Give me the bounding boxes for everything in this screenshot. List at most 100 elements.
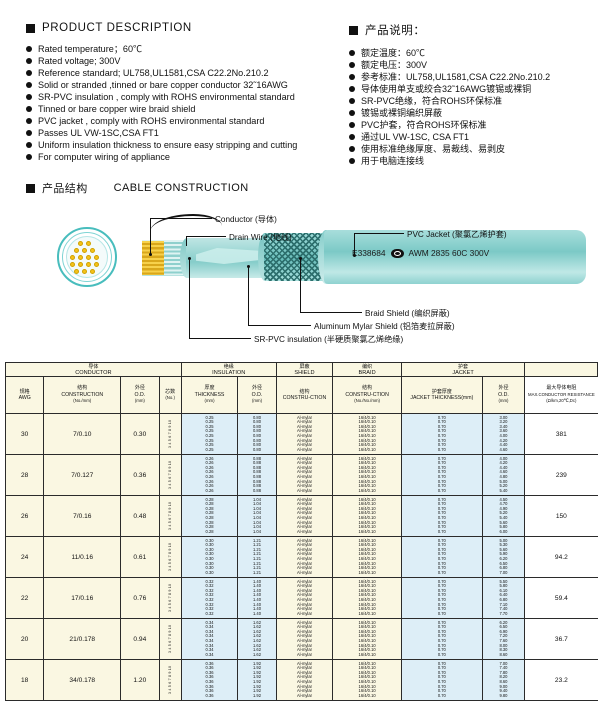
description-english-list: Rated temperature；60℃ Rated voltage; 300…	[26, 43, 346, 163]
cell-conductor-construction: 17/0.16	[43, 577, 122, 619]
list-item-text: 参考标准：UL758,UL1581,CSA C22.2No.210.2	[361, 72, 551, 83]
list-item-text: 通过UL VW-1SC, CSA FT1	[361, 132, 470, 143]
cell-jacket-thickness: 0.70 0.70 0.70 0.70 0.70 0.70 0.70 0.70	[400, 577, 483, 619]
list-item-text: Passes UL VW-1SC,CSA FT1	[38, 128, 159, 139]
group-header-spacer	[524, 362, 598, 377]
bullet-dot-icon	[26, 58, 32, 65]
group-header-shield: 屏蔽 SHIELD	[275, 362, 334, 377]
leader-line-jacket-horizontal	[354, 233, 404, 234]
column-header-max-resistance: 最大导体电阻 MAX.CONDUCTOR RESISTANCE (Ω/km,20…	[524, 376, 598, 414]
label-sr-pvc-insulation: SR-PVC insulation (半硬质聚氯乙烯绝缘)	[254, 335, 404, 344]
cell-awg: 30	[4, 413, 45, 455]
label-braid-shield: Braid Shield (编织屏蔽)	[365, 309, 450, 318]
table-row: 26 7/0.16 0.48 3 4 5 6 7 8 9 10 0.28 0.28 0.28…	[4, 495, 598, 537]
cable-cross-section-mid-ring	[62, 232, 112, 282]
construction-title-chinese: 产品结构	[42, 183, 88, 195]
bullet-dot-icon	[26, 82, 32, 89]
cell-core-count: 3 4 5 6 7 8 9 10	[158, 659, 182, 701]
conductor-core-dot	[70, 262, 75, 267]
list-item-text: Reference standard; UL758,UL1581,CSA C22…	[38, 68, 269, 79]
list-item: Rated voltage; 300V	[26, 55, 346, 67]
group-label-cn: 绝缘	[223, 364, 234, 370]
leader-point-conductor	[149, 253, 152, 256]
bullet-dot-icon	[349, 50, 355, 56]
bullet-dot-icon	[26, 94, 32, 101]
list-item-text: SR-PVC绝缘，符合ROHS环保标准	[361, 96, 503, 107]
cell-conductor-od: 0.36	[120, 454, 160, 496]
table-row: 28 7/0.127 0.36 3 4 5 6 7 8 9 10 0.26 0.26 0.2…	[4, 454, 598, 496]
cell-conductor-construction: 7/0.10	[43, 413, 122, 455]
cell-shield-construction: Al-mylar Al-mylar Al-mylar Al-mylar Al-mylar…	[275, 659, 334, 701]
column-header-jacket-thickness: 护套厚度 JACKET THICKNESS(mm)	[400, 376, 483, 414]
leader-line-mylar-vertical	[248, 266, 249, 325]
conductor-core-dot	[78, 262, 83, 267]
square-bullet-icon	[26, 183, 35, 193]
list-item: 通过UL VW-1SC, CSA FT1	[349, 131, 599, 143]
conductor-core-dot	[82, 248, 87, 253]
bullet-dot-icon	[349, 110, 355, 117]
list-item: SR-PVC绝缘，符合ROHS环保标准	[349, 95, 599, 107]
cell-core-count: 3 4 5 6 7 8 9 10	[158, 577, 182, 619]
construction-heading: 产品结构 CABLE CONSTRUCTION	[26, 180, 249, 196]
column-header-braid-construction: 结构 CONSTRU-CTION (No./No./mm)	[332, 376, 402, 414]
group-label-en: INSULATION	[212, 370, 246, 376]
list-item-text: 用于电脑连接线	[361, 156, 425, 167]
cell-braid-construction: 16/4/0.10 16/4/0.10 16/4/0.10 16/4/0.10 16/4…	[332, 618, 402, 660]
cell-conductor-construction: 21/0.178	[43, 618, 122, 660]
bullet-dot-icon	[349, 122, 355, 129]
column-header-insulation-od: 外径 O.D. (mm)	[237, 376, 277, 414]
cell-shield-construction: Al-mylar Al-mylar Al-mylar Al-mylar Al-mylar…	[275, 577, 334, 619]
cell-shield-construction: Al-mylar Al-mylar Al-mylar Al-mylar Al-mylar…	[275, 618, 334, 660]
conductor-core-dot	[78, 241, 83, 246]
cell-braid-construction: 16/4/0.10 16/4/0.10 16/4/0.10 16/4/0.10 16/4…	[332, 659, 402, 701]
group-label-cn: 导体	[88, 364, 99, 370]
table-row: 24 11/0.16 0.61 3 4 5 6 7 8 9 10 0.30 0.30 0.3…	[4, 536, 598, 578]
cell-conductor-construction: 7/0.16	[43, 495, 122, 537]
cell-conductor-od: 0.48	[120, 495, 160, 537]
exposed-conductor-tips	[142, 241, 164, 275]
description-chinese-heading: 产品说明：	[349, 22, 599, 38]
table-row: 30 7/0.10 0.30 3 4 5 6 7 8 9 10 0.25 0.25 0.25…	[4, 413, 598, 455]
list-item: PVC jacket , comply with ROHS environmen…	[26, 115, 346, 127]
list-item-text: For computer wiring of appliance	[38, 152, 170, 163]
cell-jacket-thickness: 0.70 0.70 0.70 0.70 0.70 0.70 0.70 0.70	[400, 659, 483, 701]
cell-jacket-thickness: 0.70 0.70 0.70 0.70 0.70 0.70 0.70 0.70	[400, 536, 483, 578]
bullet-dot-icon	[349, 158, 355, 165]
group-label-en: BRAID	[358, 370, 376, 376]
cell-conductor-od: 0.30	[120, 413, 160, 455]
cell-jacket-od: 7.00 7.40 7.80 8.20 8.60 9.00 9.40 9.80	[481, 659, 526, 701]
cell-conductor-od: 0.94	[120, 618, 160, 660]
cell-insulation-thickness: 0.28 0.28 0.28 0.28 0.28 0.28 0.28 0.28	[180, 495, 239, 537]
cell-max-resistance: 381	[524, 413, 598, 455]
label-conductor: Conductor (导体)	[215, 215, 277, 224]
bullet-dot-icon	[26, 118, 32, 125]
leader-line-mylar-horizontal	[248, 325, 311, 326]
cell-insulation-od: 1.40 1.40 1.40 1.40 1.40 1.40 1.40 1.40	[237, 577, 277, 619]
mylar-shield-fold	[196, 248, 266, 264]
bullet-dot-icon	[26, 154, 32, 161]
cell-core-count: 3 4 5 6 7 8 9 10	[158, 413, 182, 455]
cell-jacket-od: 3.00 3.20 3.40 3.60 4.00 4.20 4.40 4.60	[481, 413, 526, 455]
list-item: Passes UL VW-1SC,CSA FT1	[26, 127, 346, 139]
group-header-conductor: 导体 CONDUCTOR	[5, 362, 182, 377]
cell-insulation-od: 0.88 0.88 0.88 0.88 0.88 0.88 0.88 0.88	[237, 454, 277, 496]
leader-line-conductor-vertical	[150, 218, 151, 254]
cell-shield-construction: Al-mylar Al-mylar Al-mylar Al-mylar Al-mylar…	[275, 413, 334, 455]
bullet-dot-icon	[349, 146, 355, 153]
list-item-text: 额定温度：60℃	[361, 48, 426, 58]
bullet-dot-icon	[349, 62, 355, 69]
cell-core-count: 3 4 5 6 7 8 9 10	[158, 454, 182, 496]
list-item-text: Tinned or bare copper wire braid shield	[38, 104, 196, 115]
list-item-text: 额定电压：300V	[361, 60, 428, 71]
table-column-header-row: 规格 AWG 结构 CONSTRUCTION (No./mm) 外径 O.D. …	[4, 376, 598, 414]
conductor-core-dot	[74, 248, 79, 253]
list-item: 额定温度：60℃	[349, 47, 599, 59]
list-item: 额定电压：300V	[349, 59, 599, 71]
cell-jacket-thickness: 0.70 0.70 0.70 0.70 0.70 0.70 0.70 0.70	[400, 618, 483, 660]
group-label-cn: 护套	[458, 364, 469, 370]
list-item-text: 导体使用单支或绞合32˜16AWG镀锡或裸铜	[361, 84, 532, 95]
cell-conductor-od: 0.61	[120, 536, 160, 578]
cell-insulation-thickness: 0.34 0.34 0.34 0.34 0.34 0.34 0.34 0.34	[180, 618, 239, 660]
column-header-conductor-construction: 结构 CONSTRUCTION (No./mm)	[43, 376, 122, 414]
description-chinese-title: 产品说明：	[365, 25, 426, 37]
